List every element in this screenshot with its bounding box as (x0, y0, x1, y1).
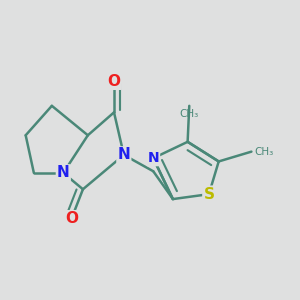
Text: O: O (107, 74, 121, 89)
Text: O: O (65, 211, 78, 226)
Text: N: N (148, 151, 159, 165)
Text: S: S (203, 187, 214, 202)
Text: CH₃: CH₃ (180, 109, 199, 119)
Text: N: N (57, 165, 70, 180)
Text: N: N (118, 147, 130, 162)
Text: CH₃: CH₃ (255, 147, 274, 157)
